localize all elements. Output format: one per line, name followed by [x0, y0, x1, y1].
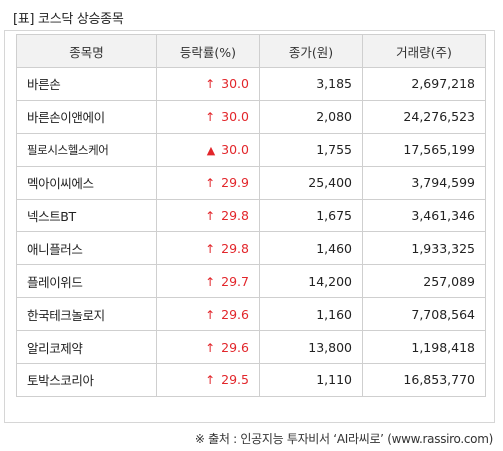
close-price: 1,160	[259, 297, 363, 332]
change-rate-value: 29.6	[221, 306, 249, 322]
table-header-row: 종목명 등락률(%) 종가(원) 거래량(주)	[16, 34, 486, 68]
table-row: 넥스트BT ↑ 29.8 1,675 3,461,346	[16, 198, 486, 233]
header-stock-name: 종목명	[16, 34, 157, 68]
header-close-price: 종가(원)	[259, 34, 363, 68]
volume: 257,089	[362, 264, 486, 299]
volume: 1,933,325	[362, 231, 486, 266]
stock-name: 멕아이씨에스	[16, 165, 157, 200]
stock-name: 바른손이앤에이	[16, 99, 157, 134]
change-rate-value: 29.7	[221, 273, 249, 289]
up-arrow-icon: ↑	[205, 241, 216, 256]
change-rate-value: 29.9	[221, 175, 249, 191]
up-arrow-icon: ↑	[205, 110, 216, 125]
change-rate-cell: ↑ 29.5	[156, 363, 260, 397]
header-change-rate: 등락률(%)	[156, 34, 260, 68]
up-arrow-icon: ↑	[205, 176, 216, 191]
change-rate-value: 29.8	[221, 208, 249, 223]
change-rate-value: 29.6	[221, 339, 249, 355]
table-row: 한국테크놀로지 ↑ 29.6 1,160 7,708,564	[16, 297, 486, 332]
upper-limit-triangle-icon: ▲	[206, 144, 216, 158]
volume: 3,461,346	[362, 198, 486, 233]
close-price: 1,755	[259, 132, 363, 167]
up-arrow-icon: ↑	[205, 373, 216, 388]
change-rate-value: 29.8	[221, 240, 249, 256]
page-title: [표] 코스닥 상승종목	[13, 12, 124, 27]
stock-name: 필로시스헬스케어	[16, 132, 157, 167]
close-price: 1,675	[259, 198, 363, 233]
stock-name: 넥스트BT	[16, 198, 157, 233]
change-rate-cell: ↑ 29.9	[156, 165, 260, 200]
table-row: 바른손 ↑ 30.0 3,185 2,697,218	[16, 67, 486, 101]
table-row: 플레이위드 ↑ 29.7 14,200 257,089	[16, 264, 486, 299]
stock-name: 플레이위드	[16, 264, 157, 299]
close-price: 14,200	[259, 264, 363, 299]
volume: 3,794,599	[362, 165, 486, 200]
stock-name: 한국테크놀로지	[16, 297, 157, 332]
volume: 24,276,523	[362, 99, 486, 134]
change-rate-cell: ↑ 29.7	[156, 264, 260, 299]
change-rate-cell: ↑ 29.6	[156, 330, 260, 365]
change-rate-cell: ↑ 29.6	[156, 297, 260, 332]
stock-name: 토박스코리아	[16, 363, 157, 397]
close-price: 2,080	[259, 99, 363, 134]
up-arrow-icon: ↑	[205, 307, 216, 322]
close-price: 1,110	[259, 363, 363, 397]
source-note: ※ 출처 : 인공지능 투자비서 ‘AI라씨로’ (www.rassiro.co…	[194, 432, 493, 446]
change-rate-cell: ↑ 30.0	[156, 99, 260, 134]
up-arrow-icon: ↑	[205, 340, 216, 355]
volume: 17,565,199	[362, 132, 486, 167]
change-rate-value: 30.0	[221, 76, 249, 92]
change-rate-value: 29.5	[221, 372, 249, 388]
table-row: 바른손이앤에이 ↑ 30.0 2,080 24,276,523	[16, 99, 486, 134]
volume: 1,198,418	[362, 330, 486, 365]
stock-name: 알리코제약	[16, 330, 157, 365]
stock-table: 종목명 등락률(%) 종가(원) 거래량(주) 바른손 ↑ 30.0 3,185 2,6…	[16, 34, 486, 397]
table-row: 애니플러스 ↑ 29.8 1,460 1,933,325	[16, 231, 486, 266]
table-row: 알리코제약 ↑ 29.6 13,800 1,198,418	[16, 330, 486, 365]
table-row: 멕아이씨에스 ↑ 29.9 25,400 3,794,599	[16, 165, 486, 200]
change-rate-cell: ↑ 29.8	[156, 231, 260, 266]
stock-name: 바른손	[16, 67, 157, 101]
volume: 16,853,770	[362, 363, 486, 397]
up-arrow-icon: ↑	[205, 274, 216, 289]
change-rate-cell: ▲ 30.0	[156, 132, 260, 167]
change-rate-cell: ↑ 30.0	[156, 67, 260, 101]
volume: 2,697,218	[362, 67, 486, 101]
change-rate-value: 30.0	[221, 142, 249, 158]
table-row: 토박스코리아 ↑ 29.5 1,110 16,853,770	[16, 363, 486, 397]
close-price: 1,460	[259, 231, 363, 266]
table-row: 필로시스헬스케어 ▲ 30.0 1,755 17,565,199	[16, 132, 486, 167]
up-arrow-icon: ↑	[205, 77, 216, 92]
change-rate-cell: ↑ 29.8	[156, 198, 260, 233]
up-arrow-icon: ↑	[205, 209, 216, 223]
stock-name: 애니플러스	[16, 231, 157, 266]
volume: 7,708,564	[362, 297, 486, 332]
close-price: 3,185	[259, 67, 363, 101]
header-volume: 거래량(주)	[362, 34, 486, 68]
change-rate-value: 30.0	[221, 109, 249, 125]
close-price: 13,800	[259, 330, 363, 365]
close-price: 25,400	[259, 165, 363, 200]
